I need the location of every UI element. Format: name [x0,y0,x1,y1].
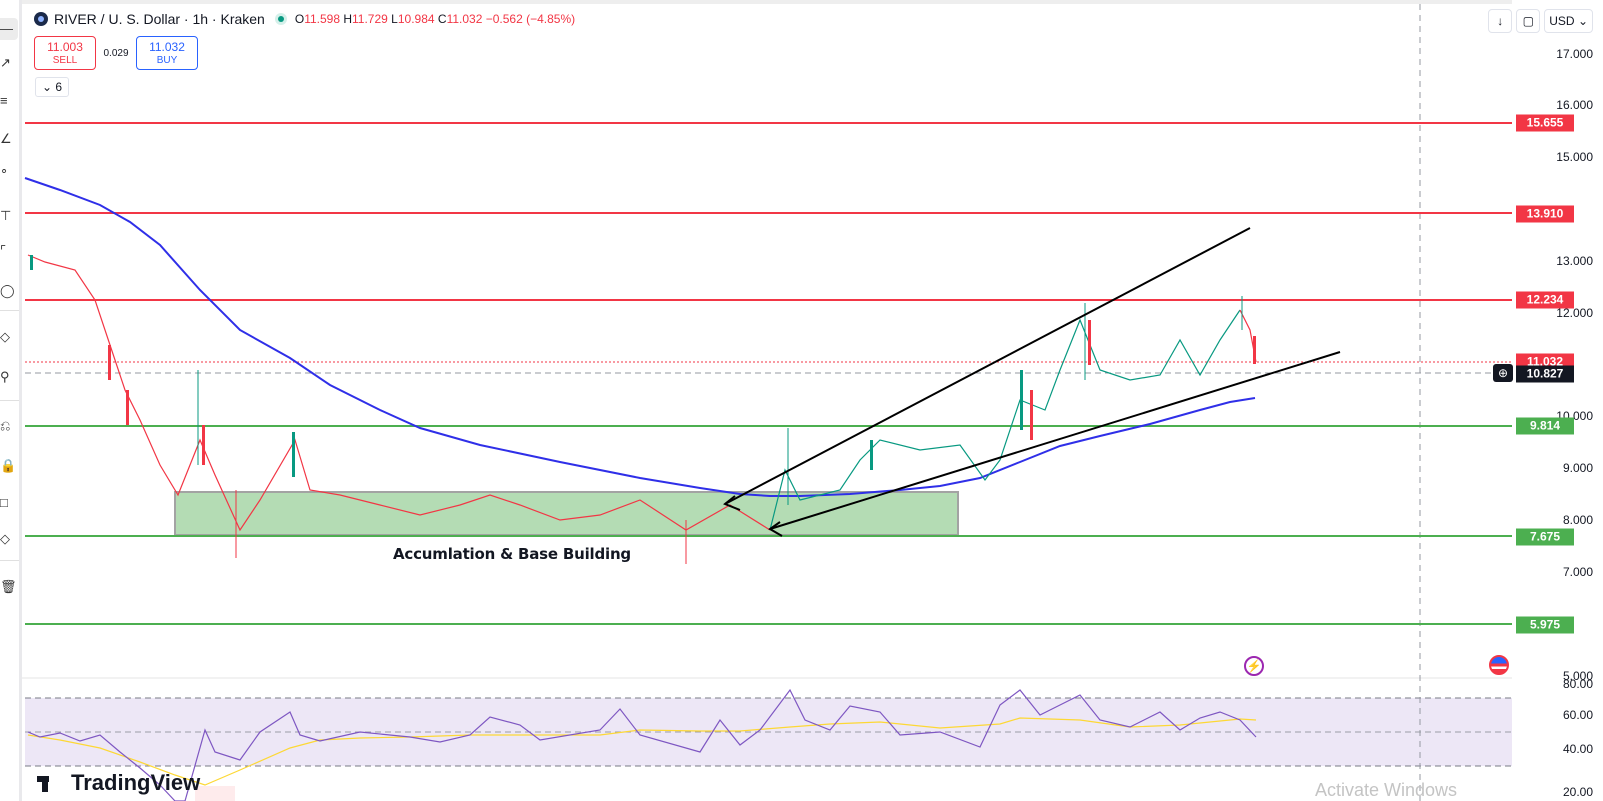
crosshair-price-label: 10.827 [1516,365,1574,383]
chevron-down-icon: ⌄ [1577,14,1588,28]
rsi-tick: 80.00 [1562,677,1593,691]
price-axis[interactable]: 17.000 16.000 15.000 13.000 12.000 10.00… [1512,0,1603,801]
top-right-controls: ↓ ▢ USD ⌄ [1488,9,1593,33]
us-flag-event-icon[interactable] [1489,655,1509,675]
level-label-9814[interactable]: 9.814 [1516,417,1574,435]
market-open-icon [274,13,287,25]
price-tick: 17.000 [1556,47,1593,61]
magnet-tool-icon[interactable]: ⎌ [0,418,11,433]
crosshair-tool-icon[interactable]: — [0,18,18,40]
eraser-tool-icon[interactable]: ◇ [0,531,10,546]
level-label-7675[interactable]: 7.675 [1516,528,1574,546]
spread-value: 0.029 [103,47,129,59]
price-tick: 9.000 [1562,461,1593,475]
upper-trendline [724,227,1251,505]
add-alert-plus-icon[interactable]: ⊕ [1493,364,1513,382]
lightning-event-icon[interactable]: ⚡ [1244,656,1264,676]
zoom-in-tool-icon[interactable]: ⚲ [0,369,10,384]
sell-button[interactable]: 11.003 SELL [34,36,96,70]
symbol-legend[interactable]: RIVER / U. S. Dollar · 1h · Kraken O11.5… [34,11,575,27]
price-tick: 16.000 [1556,98,1593,112]
indicators-toggle-button[interactable]: ⌄ 6 [35,77,70,97]
accumulation-annotation[interactable]: Accumlation & Base Building [393,545,631,563]
trash-tool-icon[interactable]: 🗑 [0,579,17,594]
tradingview-mark-icon [37,776,65,793]
price-tick: 8.000 [1562,513,1593,527]
lock-tool-icon[interactable]: 🔒 [0,458,17,473]
scroll-to-latest-button[interactable]: ↓ [1488,9,1513,33]
price-tick: 5.000 [1562,669,1593,683]
trade-panel: 11.003 SELL 0.029 11.032 BUY [34,36,198,70]
text-tool-icon[interactable]: ⌜ [0,243,7,258]
level-label-13910[interactable]: 13.910 [1516,205,1574,223]
chevron-down-icon: ⌄ [42,80,53,94]
currency-select[interactable]: USD ⌄ [1544,9,1593,33]
ohlc-values: O11.598 H11.729 L10.984 C11.032 −0.562 (… [294,12,576,26]
rsi-tick: 40.00 [1562,742,1593,756]
trend-line-tool-icon[interactable]: ↗ [0,55,11,70]
price-tick: 13.000 [1556,254,1593,268]
level-label-5975[interactable]: 5.975 [1516,616,1574,634]
fullscreen-button[interactable]: ▢ [1516,9,1541,33]
accumulation-zone [174,491,959,536]
currency-value: USD [1549,14,1575,28]
price-tick: 15.000 [1556,150,1593,164]
top-strip [22,0,1603,4]
fib-retracement-tool-icon[interactable]: ≡ [0,93,8,108]
level-label-12234[interactable]: 12.234 [1516,291,1574,309]
rsi-ma-line [27,717,1257,786]
level-label-15655[interactable]: 15.655 [1516,114,1574,132]
rsi-tick: 60.00 [1562,708,1593,722]
rsi-line [27,688,1257,801]
candlesticks [27,254,1257,564]
symbol-logo-icon [34,12,48,26]
patterns-tool-icon[interactable]: ∠ [0,131,12,146]
buy-price: 11.032 [149,40,185,54]
left-drawing-toolbar: — ↗ ≡ ∠ ∘ ⊤ ⌜ ◯ ◇ ⚲ ⎌ 🔒 □ ◇ 🗑 [0,0,22,801]
tradingview-logo[interactable]: TradingView [37,770,200,796]
hide-tool-icon[interactable]: □ [0,495,8,510]
price-tick: 7.000 [1562,565,1593,579]
moving-average-line [24,177,1256,497]
rsi-tick: 20.00 [1562,785,1593,799]
sell-label: SELL [52,55,78,66]
sell-price: 11.003 [47,40,83,54]
logo-text: TradingView [71,770,201,795]
buy-button[interactable]: 11.032 BUY [136,36,198,70]
forecast-tool-icon[interactable]: ∘ [0,163,9,178]
toolbar-divider [0,560,19,561]
indicator-count: 6 [55,80,63,94]
price-tick: 12.000 [1556,306,1593,320]
toolbar-divider [0,310,19,311]
measure-tool-icon[interactable]: ◯ [0,283,15,298]
horizontal-levels [25,122,1512,625]
brush-tool-icon[interactable]: ⊤ [0,208,12,223]
symbol-title[interactable]: RIVER / U. S. Dollar · 1h · Kraken [54,11,265,27]
windows-watermark: Activate Windows [1315,780,1458,800]
buy-label: BUY [156,55,178,66]
toolbar-divider [0,400,19,401]
ruler-tool-icon[interactable]: ◇ [0,329,10,344]
lower-trendline [769,351,1341,530]
